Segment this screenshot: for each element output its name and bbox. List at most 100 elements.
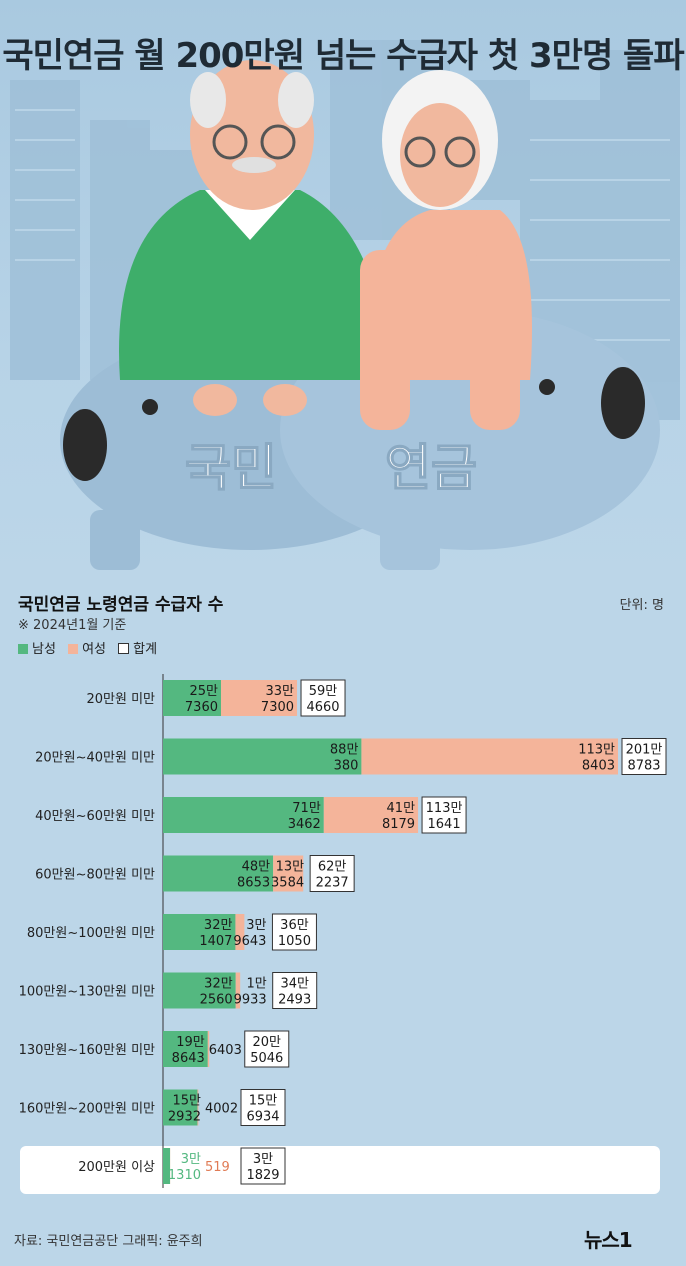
category-label: 40만원~60만원 미만 bbox=[35, 809, 155, 824]
pension-illustration: 국민 연금 bbox=[10, 40, 680, 570]
legend-male-label: 남성 bbox=[32, 642, 56, 657]
bar-male bbox=[163, 1089, 198, 1126]
total-value-label: 62만 bbox=[318, 860, 347, 875]
male-value-label: 88만 bbox=[330, 743, 359, 758]
total-box bbox=[244, 1030, 290, 1068]
female-value-label: 41만 bbox=[387, 801, 416, 816]
page-title: 국민연금 월 200만원 넘는 수급자 첫 3만명 돌파 bbox=[2, 36, 684, 76]
total-value-label: 2237 bbox=[316, 876, 349, 891]
total-value-label: 4660 bbox=[306, 700, 339, 715]
female-value-label: 6403 bbox=[209, 1043, 242, 1058]
male-value-label: 3만 bbox=[181, 1152, 201, 1167]
male-value-label: 7360 bbox=[185, 700, 218, 715]
female-value-label: 3만 bbox=[246, 918, 266, 933]
total-value-label: 36만 bbox=[280, 918, 309, 933]
total-value-label: 113만 bbox=[426, 801, 463, 816]
total-value-label: 201만 bbox=[626, 743, 663, 758]
total-value-label: 1050 bbox=[278, 934, 311, 949]
female-value-label: 9933 bbox=[234, 993, 267, 1008]
bar-male bbox=[163, 972, 236, 1009]
male-value-label: 2932 bbox=[168, 1110, 201, 1125]
total-value-label: 6934 bbox=[246, 1110, 279, 1125]
category-label: 160만원~200만원 미만 bbox=[19, 1102, 155, 1117]
female-value-label: 8403 bbox=[582, 759, 615, 774]
category-label: 200만원 이상 bbox=[78, 1160, 155, 1175]
legend-male-swatch bbox=[18, 644, 28, 654]
male-value-label: 15만 bbox=[172, 1094, 201, 1109]
female-value-label: 4002 bbox=[205, 1102, 238, 1117]
source-credit: 자료: 국민연금공단 그래픽: 윤주희 bbox=[14, 1234, 203, 1249]
category-label: 130만원~160만원 미만 bbox=[19, 1043, 155, 1058]
legend-total-swatch bbox=[118, 643, 130, 654]
total-value-label: 5046 bbox=[250, 1051, 283, 1066]
male-value-label: 380 bbox=[334, 759, 359, 774]
bar-female bbox=[235, 914, 245, 950]
male-value-label: 71만 bbox=[292, 801, 321, 816]
male-value-label: 3462 bbox=[288, 817, 321, 832]
total-value-label: 8783 bbox=[627, 759, 660, 774]
news1-logo: 뉴스1 bbox=[584, 1220, 674, 1254]
piggy-text-left: 국민 bbox=[185, 439, 277, 497]
bar-male bbox=[163, 1148, 171, 1184]
female-value-label: 7300 bbox=[261, 700, 294, 715]
chart-title: 국민연금 노령연금 수급자 수 bbox=[18, 595, 224, 615]
bar-female bbox=[197, 1089, 199, 1126]
total-value-label: 59만 bbox=[309, 684, 338, 699]
legend-total: 합계 bbox=[118, 642, 157, 657]
female-value-label: 8179 bbox=[382, 817, 415, 832]
female-value-label: 9643 bbox=[233, 934, 266, 949]
male-value-label: 32만 bbox=[204, 977, 233, 992]
bar-female bbox=[323, 797, 419, 833]
female-value-label: 1만 bbox=[246, 977, 266, 992]
total-value-label: 34만 bbox=[280, 977, 309, 992]
piggy-text-right: 연금 bbox=[385, 439, 477, 497]
unit-label: 단위: 명 bbox=[619, 598, 664, 613]
total-box bbox=[421, 796, 467, 834]
bar-female bbox=[361, 738, 618, 775]
female-value-label: 113만 bbox=[578, 743, 615, 758]
logo-text: 뉴스1 bbox=[584, 1228, 633, 1252]
bar-female bbox=[235, 972, 241, 1009]
category-label: 20만원 미만 bbox=[86, 692, 155, 707]
legend-male: 남성 bbox=[18, 642, 60, 657]
female-value-label: 33만 bbox=[266, 684, 295, 699]
male-value-label: 2560 bbox=[200, 993, 233, 1008]
total-box bbox=[300, 679, 346, 717]
male-value-label: 48만 bbox=[242, 860, 271, 875]
bar-male bbox=[163, 914, 236, 950]
bar-female bbox=[273, 855, 304, 892]
total-box bbox=[240, 1147, 286, 1185]
category-label: 20만원~40만원 미만 bbox=[35, 751, 155, 766]
category-label: 80만원~100만원 미만 bbox=[27, 926, 155, 941]
highlight-row-bg bbox=[20, 1146, 660, 1194]
total-value-label: 20만 bbox=[253, 1035, 282, 1050]
total-value-label: 15만 bbox=[249, 1094, 278, 1109]
male-value-label: 25만 bbox=[189, 684, 218, 699]
legend-total-label: 합계 bbox=[133, 642, 158, 657]
male-value-label: 32만 bbox=[204, 918, 233, 933]
total-box bbox=[621, 738, 667, 775]
basis-note: ※ 2024년1월 기준 bbox=[18, 618, 127, 633]
male-value-label: 8653 bbox=[237, 876, 270, 891]
total-value-label: 1641 bbox=[428, 817, 461, 832]
female-value-label: 519 bbox=[205, 1160, 230, 1175]
male-value-label: 19만 bbox=[176, 1035, 205, 1050]
male-value-label: 1407 bbox=[199, 934, 232, 949]
total-box bbox=[309, 855, 355, 892]
bar-male bbox=[163, 738, 362, 775]
total-box bbox=[240, 1089, 286, 1126]
chart-legend: 남성 여성 합계 bbox=[18, 638, 165, 657]
legend-female-swatch bbox=[68, 644, 79, 654]
female-value-label: 13만 bbox=[276, 860, 305, 875]
bar-female bbox=[207, 1031, 210, 1067]
bar-male bbox=[163, 1031, 208, 1067]
total-box bbox=[271, 913, 317, 951]
bar-male bbox=[163, 797, 324, 833]
male-value-label: 8643 bbox=[172, 1051, 205, 1066]
bar-male bbox=[163, 855, 274, 892]
male-value-label: 1310 bbox=[168, 1168, 201, 1183]
total-value-label: 2493 bbox=[278, 993, 311, 1008]
hero-illustration: 국민 연금 국민연금 월 200만원 넘는 수급자 첫 3만명 돌파 bbox=[0, 0, 686, 585]
female-value-label: 3584 bbox=[271, 876, 304, 891]
